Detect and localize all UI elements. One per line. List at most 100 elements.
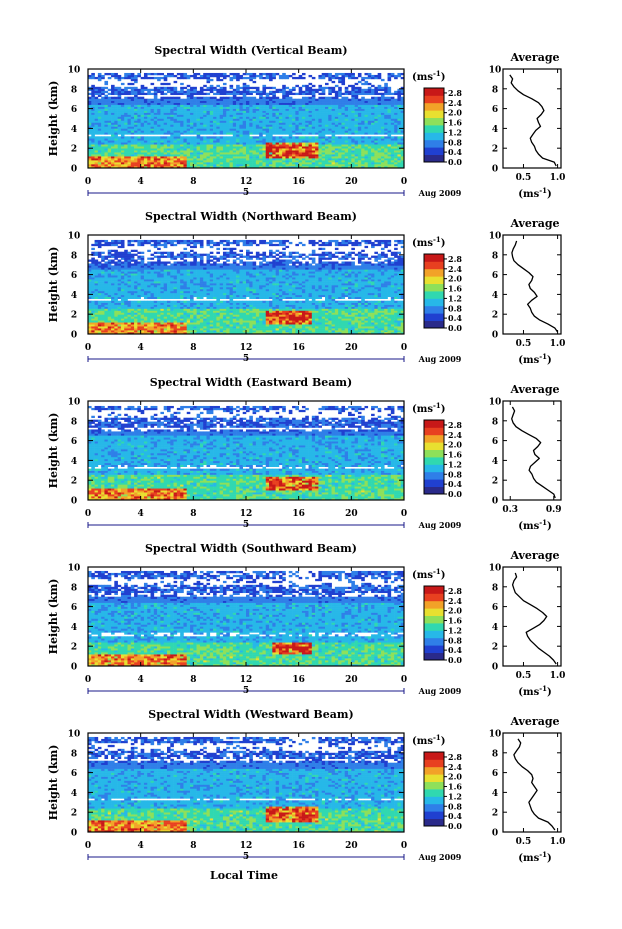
heatmap-cell xyxy=(160,300,165,303)
heatmap-cell xyxy=(101,104,105,107)
heatmap-cell xyxy=(265,106,270,109)
heatmap-cell xyxy=(104,288,109,292)
heatmap-cell xyxy=(351,118,355,121)
heatmap-cell xyxy=(252,154,257,157)
heatmap-cell xyxy=(97,158,102,161)
heatmap-cell xyxy=(153,271,158,274)
heatmap-cell xyxy=(94,152,99,155)
heatmap-cell xyxy=(278,116,283,119)
heatmap-cell xyxy=(351,102,355,105)
heatmap-cell xyxy=(130,78,135,82)
heatmap-cell xyxy=(288,136,293,139)
heatmap-cell xyxy=(124,100,128,103)
heatmap-cell xyxy=(232,100,237,103)
heatmap-cell xyxy=(252,164,257,167)
heatmap-cell xyxy=(229,158,234,161)
heatmap-cell xyxy=(371,132,375,135)
heatmap-cell xyxy=(130,253,135,256)
heatmap-cell xyxy=(107,156,112,159)
heatmap-cell xyxy=(176,96,181,99)
heatmap-cell xyxy=(101,318,105,321)
heatmap-cell xyxy=(173,110,178,113)
heatmap-cell xyxy=(295,104,299,107)
heatmap-cell xyxy=(94,279,99,282)
heatmap-cell xyxy=(232,76,237,80)
heatmap-cell xyxy=(97,78,102,82)
heatmap-cell xyxy=(272,136,276,139)
heatmap-cell xyxy=(246,118,250,121)
heatmap-cell xyxy=(176,120,181,123)
heatmap-cell xyxy=(137,96,141,99)
heatmap-cell xyxy=(308,154,313,157)
heatmap-cell xyxy=(222,138,227,141)
heatmap-cell xyxy=(107,267,112,270)
heatmap-cell xyxy=(104,275,109,278)
heatmap-cell xyxy=(157,241,161,245)
heatmap-cell xyxy=(111,154,115,157)
heatmap-cell xyxy=(348,160,352,163)
heatmap-cell xyxy=(242,158,247,161)
heatmap-cell xyxy=(325,120,329,123)
heatmap-cell xyxy=(341,92,346,96)
heatmap-cell xyxy=(325,162,329,165)
heatmap-cell xyxy=(265,158,270,161)
heatmap-cell xyxy=(269,130,273,133)
heatmap-cell xyxy=(104,316,109,319)
heatmap-cell xyxy=(186,102,191,105)
heatmap-cell xyxy=(380,142,385,145)
heatmap-cell xyxy=(176,152,181,155)
heatmap-cell xyxy=(111,148,115,151)
heatmap-cell xyxy=(160,306,165,309)
heatmap-cell xyxy=(163,158,168,161)
heatmap-cell xyxy=(298,86,303,90)
heatmap-cell xyxy=(282,126,286,129)
heatmap-cell xyxy=(143,275,148,278)
heatmap-cell xyxy=(183,158,188,161)
heatmap-cell xyxy=(127,104,132,107)
heatmap-cell xyxy=(269,164,273,167)
heatmap-cell xyxy=(242,152,247,155)
heatmap-cell xyxy=(252,106,257,109)
heatmap-cell xyxy=(97,275,102,278)
heatmap-cell xyxy=(236,164,240,167)
heatmap-cell xyxy=(130,306,135,309)
heatmap-cell xyxy=(104,265,109,268)
heatmap-cell xyxy=(219,160,224,163)
heatmap-cell xyxy=(390,156,395,159)
heatmap-cell xyxy=(124,144,128,147)
heatmap-cell xyxy=(170,120,174,123)
heatmap-cell xyxy=(120,294,125,298)
heatmap-cell xyxy=(387,132,392,135)
heatmap-cell xyxy=(124,271,128,274)
heatmap-cell xyxy=(130,265,135,268)
heatmap-cell xyxy=(150,158,155,161)
heatmap-cell xyxy=(134,330,138,333)
heatmap-cell xyxy=(318,144,323,147)
heatmap-cell xyxy=(190,86,194,90)
heatmap-cell xyxy=(344,136,349,139)
heatmap-cell xyxy=(160,126,165,129)
heatmap-cell xyxy=(209,130,214,133)
heatmap-cell xyxy=(111,332,115,334)
heatmap-cell xyxy=(269,100,273,103)
heatmap-cell xyxy=(107,152,112,155)
heatmap-cell xyxy=(265,92,270,96)
heatmap-cell xyxy=(147,114,151,117)
heatmap-cell xyxy=(269,160,273,163)
heatmap-cell xyxy=(236,100,240,103)
heatmap-cell xyxy=(262,92,267,96)
heatmap-cell xyxy=(120,156,125,159)
heatmap-cell xyxy=(361,160,365,163)
heatmap-cell xyxy=(147,279,151,282)
heatmap-cell xyxy=(288,158,293,161)
heatmap-cell xyxy=(130,283,135,286)
heatmap-cell xyxy=(120,243,125,247)
heatmap-cell xyxy=(114,108,118,111)
heatmap-cell xyxy=(140,241,145,245)
heatmap-cell xyxy=(130,281,135,284)
heatmap-cell xyxy=(94,265,99,268)
heatmap-cell xyxy=(137,277,141,280)
heatmap-cell xyxy=(239,128,244,131)
heatmap-cell xyxy=(176,136,181,139)
heatmap-cell xyxy=(295,146,299,149)
